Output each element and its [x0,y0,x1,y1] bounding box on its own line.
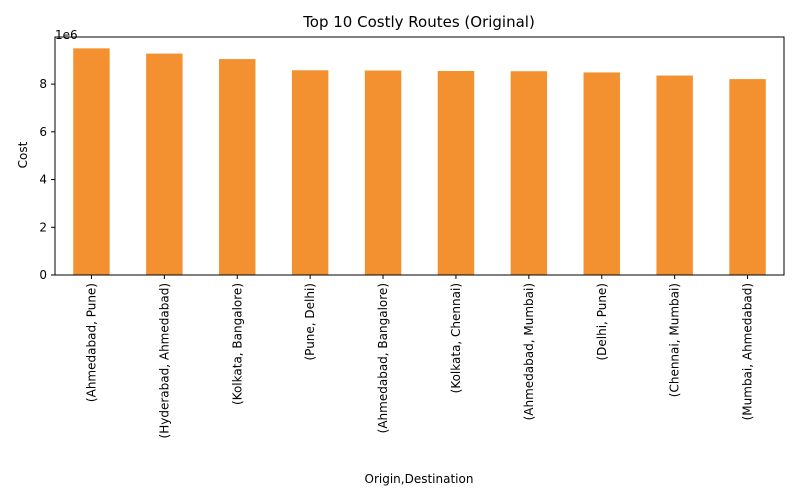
x-tick-label: (Ahmedabad, Bangalore) [376,283,390,433]
x-tick-label: (Chennai, Mumbai) [668,283,682,397]
y-axis-label: Cost [16,141,30,168]
x-tick-label: (Kolkata, Bangalore) [230,283,244,405]
bar [364,70,402,276]
plot-area: 0 2 4 6 8 (Ahmedabad, Pune) (Hyderabad, Ahmeda… [39,36,785,438]
bar [437,71,475,275]
y-tick-label: 0 [39,268,47,282]
chart-title: Top 10 Costly Routes (Original) [302,13,535,31]
x-tick-label: (Hyderabad, Ahmedabad) [157,283,171,438]
y-axis-offset-label: 1e6 [55,28,78,42]
bar [583,72,620,275]
bar [219,59,256,275]
x-tick-label: (Ahmedabad, Pune) [84,283,98,402]
x-tick-label: (Pune, Delhi) [303,283,317,361]
x-tick-label: (Mumbai, Ahmedabad) [741,283,755,420]
axes-frame [54,36,785,276]
y-tick-label: 2 [39,220,47,234]
bar [729,79,766,276]
x-tick-label: (Ahmedabad, Mumbai) [522,283,536,420]
bar [73,48,110,276]
bar [656,75,693,276]
y-tick-label: 8 [39,77,47,91]
y-tick-label: 4 [39,173,47,187]
bar [146,53,183,275]
y-tick-label: 6 [39,125,47,139]
bar [291,70,329,275]
bar [510,71,548,276]
x-tick-label: (Kolkata, Chennai) [449,283,463,393]
x-axis-label: Origin,Destination [365,472,474,486]
x-tick-label: (Delhi, Pune) [595,283,609,361]
